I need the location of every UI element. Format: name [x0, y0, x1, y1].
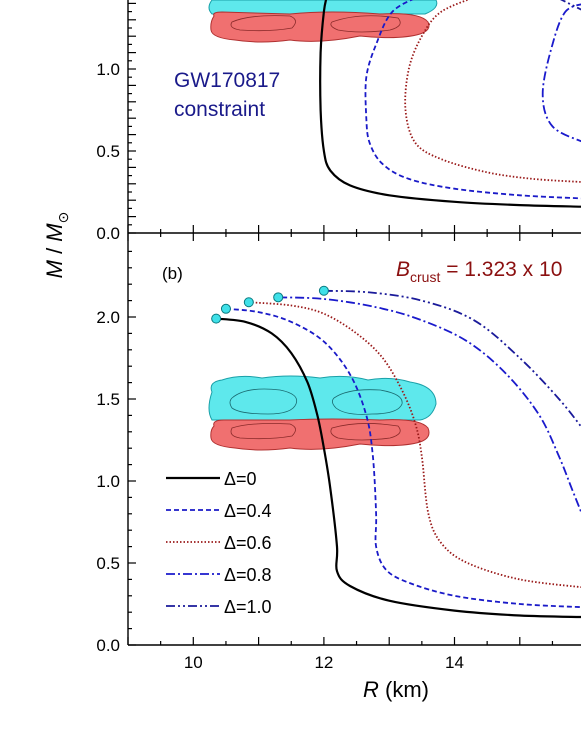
bottom-series-delta-1-0: [323, 289, 581, 428]
contour-red-inner-2: [330, 423, 401, 441]
max-mass-marker-2: [243, 297, 254, 308]
legend-label-0: Δ=0: [224, 469, 257, 489]
bottom-series-delta-0-4: [225, 307, 581, 609]
y-axis-title: M / M⊙: [42, 212, 71, 279]
max-mass-marker-3: [273, 292, 284, 303]
constraint-region-red: [210, 418, 430, 451]
max-mass-marker-0: [211, 313, 222, 324]
max-mass-marker-1: [220, 303, 231, 314]
maximum-mass-markers: [211, 285, 329, 324]
axis-ticks: [127, 2, 554, 646]
bottom-series-delta-0-8: [278, 296, 581, 515]
annotation-b-crust: Bcrust = 1.323 x 10: [396, 258, 562, 285]
legend-label-4: Δ=1.0: [224, 597, 272, 617]
y-tick-label-bottom: 1.0: [96, 472, 120, 491]
y-tick-label-bottom: 2.0: [96, 308, 120, 327]
top-series-delta-1-0: [560, 0, 581, 11]
max-mass-marker-4: [318, 285, 329, 296]
top-series-delta-0-8: [541, 3, 581, 143]
gw170817-constraint-regions-bottom: [208, 375, 437, 451]
y-tick-label-top: 0.0: [96, 224, 120, 243]
legend-label-1: Δ=0.4: [224, 501, 272, 521]
legend-label-3: Δ=0.8: [224, 565, 272, 585]
svg-text:M / M⊙: M / M⊙: [42, 212, 71, 279]
contour-inner-top: [230, 15, 296, 32]
top-series-delta-0-6: [404, 0, 581, 183]
y-tick-label-top: 0.5: [96, 142, 120, 161]
x-axis-title: R (km): [363, 677, 429, 702]
tick-labels: 0.00.51.00.00.51.01.52.01012141: [96, 60, 581, 672]
constraint-region-cyan: [208, 375, 437, 421]
bottom-series-delta-0: [216, 317, 581, 619]
bottom-series-delta-0-6: [248, 301, 581, 589]
top-series-delta-0: [319, 0, 581, 208]
annotation-gw170817: GW170817: [174, 69, 280, 92]
annotation-constraint: constraint: [174, 98, 265, 121]
contour-cyan-inner-2: [332, 389, 403, 415]
top-panel-curves: [319, 0, 581, 208]
x-tick-label: 10: [184, 653, 203, 672]
x-tick-label: 14: [445, 653, 464, 672]
contour-cyan-inner: [229, 388, 298, 415]
y-tick-label-bottom: 1.5: [96, 390, 120, 409]
top-series-delta-0-4: [364, 0, 581, 200]
gw170817-constraint-regions-top: [208, 0, 438, 43]
panel-label-b: (b): [162, 264, 183, 283]
legend: Δ=0 Δ=0.4 Δ=0.6 Δ=0.8 Δ=1.0: [166, 469, 272, 617]
bottom-panel-curves: [216, 289, 581, 619]
y-tick-label-bottom: 0.0: [96, 636, 120, 655]
constraint-region-red: [210, 11, 430, 43]
contour-inner-top-2: [330, 15, 401, 33]
y-tick-label-bottom: 0.5: [96, 554, 120, 573]
y-tick-label-top: 1.0: [96, 60, 120, 79]
contour-red-inner: [230, 423, 296, 440]
legend-label-2: Δ=0.6: [224, 533, 272, 553]
x-tick-label: 12: [314, 653, 333, 672]
